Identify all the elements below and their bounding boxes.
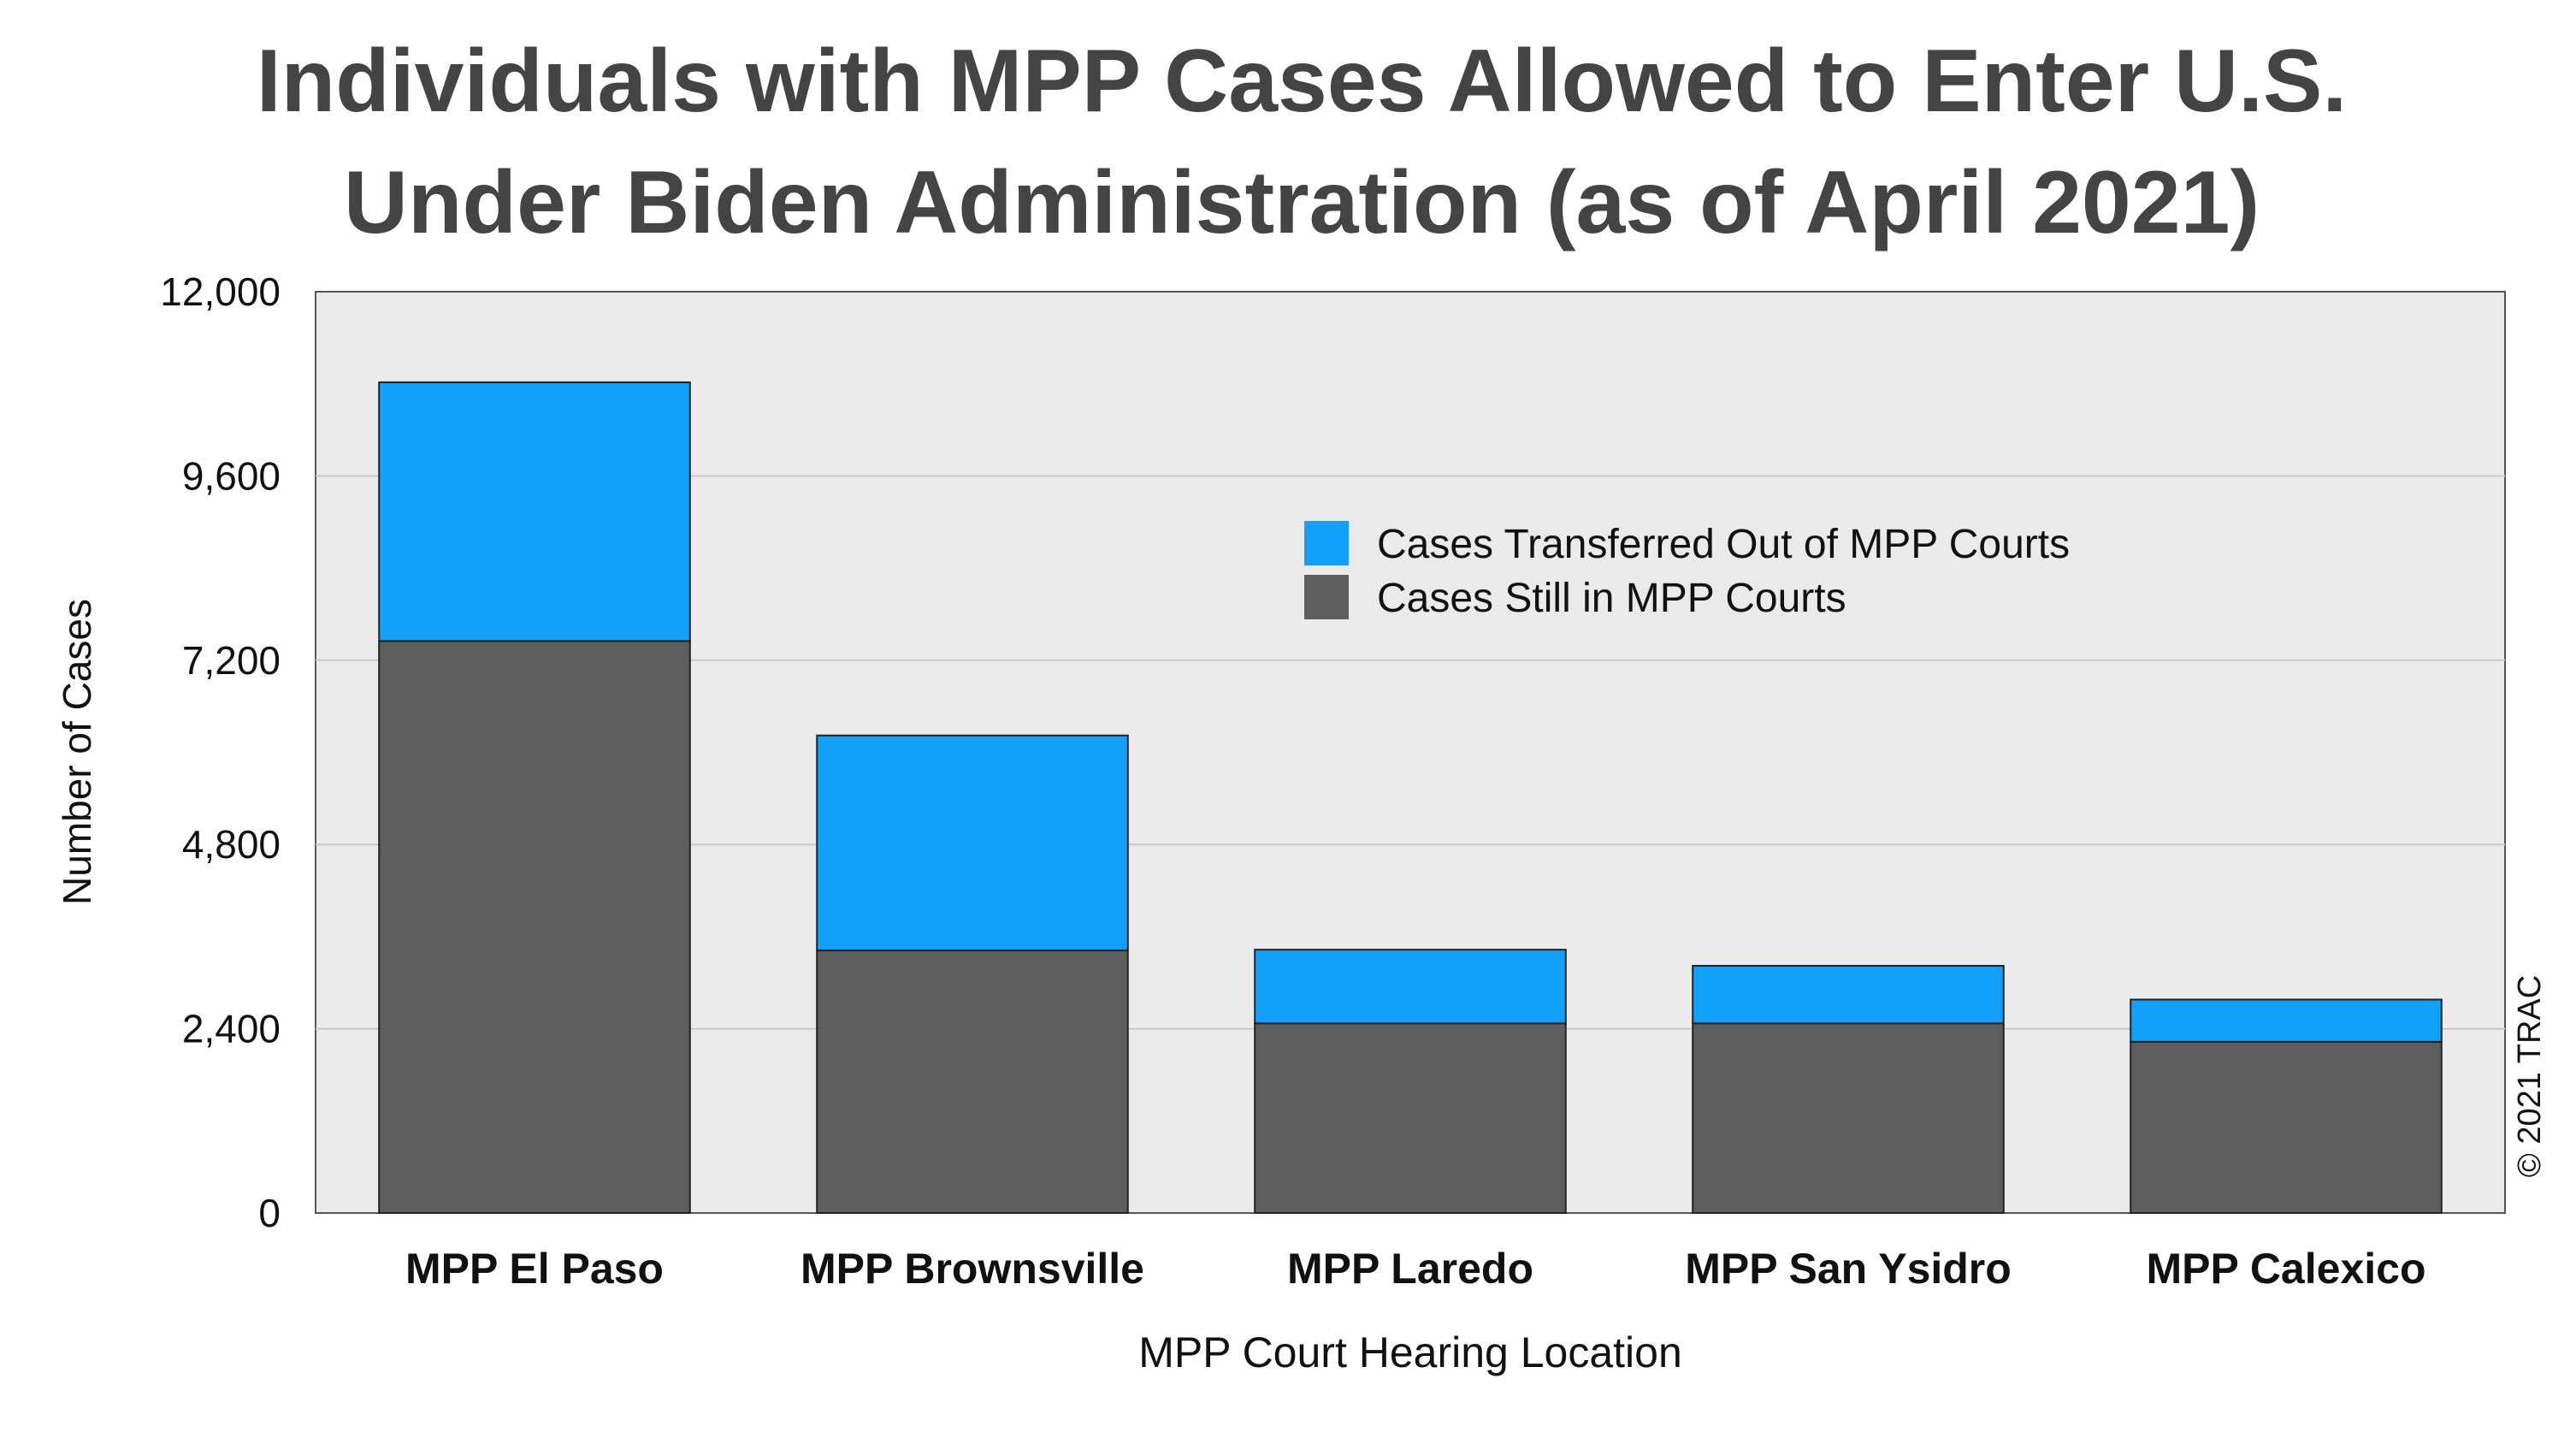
category-labels: MPP El Paso MPP Brownsville MPP Laredo MPP … <box>405 1245 2426 1293</box>
y-tick-labels: 0 2,400 4,800 7,200 9,600 12,000 <box>160 269 281 1235</box>
x-tick-label: MPP Brownsville <box>801 1245 1144 1293</box>
legend-label-still: Cases Still in MPP Courts <box>1377 576 1846 621</box>
bar-segment <box>2130 998 2443 1043</box>
bar-segment <box>1692 1022 2005 1214</box>
legend: Cases Transferred Out of MPP Courts Case… <box>1304 521 2070 621</box>
bar-segment <box>816 734 1129 952</box>
y-tick-label: 2,400 <box>182 1007 281 1051</box>
y-tick-label: 7,200 <box>182 638 281 683</box>
bar-segment <box>1254 1022 1567 1214</box>
legend-swatch-still <box>1304 575 1349 619</box>
y-tick-label: 9,600 <box>182 453 281 498</box>
x-tick-label: MPP Calexico <box>2146 1245 2425 1293</box>
bar-segment <box>378 640 691 1214</box>
bar-segment <box>816 950 1129 1215</box>
bar-segment <box>2130 1040 2443 1215</box>
legend-swatch-transferred <box>1304 521 1349 565</box>
x-tick-label: MPP El Paso <box>405 1245 664 1293</box>
bar-segment <box>378 381 691 642</box>
legend-label-transferred: Cases Transferred Out of MPP Courts <box>1377 522 2070 567</box>
copyright-notice: © 2021 TRAC <box>2512 975 2548 1177</box>
x-tick-label: MPP Laredo <box>1287 1245 1533 1293</box>
bar-segment <box>1692 965 2005 1025</box>
y-tick-label: 4,800 <box>182 822 281 867</box>
bar-segment <box>1254 949 1567 1025</box>
bars <box>378 381 2443 1215</box>
chart-subtitle: Under Biden Administration (as of April … <box>344 153 2260 252</box>
y-tick-label: 12,000 <box>160 269 281 314</box>
x-axis-label: MPP Court Hearing Location <box>1138 1328 1682 1376</box>
chart-title: Individuals with MPP Cases Allowed to En… <box>257 32 2347 131</box>
y-axis-label: Number of Cases <box>55 599 99 905</box>
x-tick-label: MPP San Ysidro <box>1685 1245 2012 1293</box>
y-tick-label: 0 <box>258 1191 281 1235</box>
